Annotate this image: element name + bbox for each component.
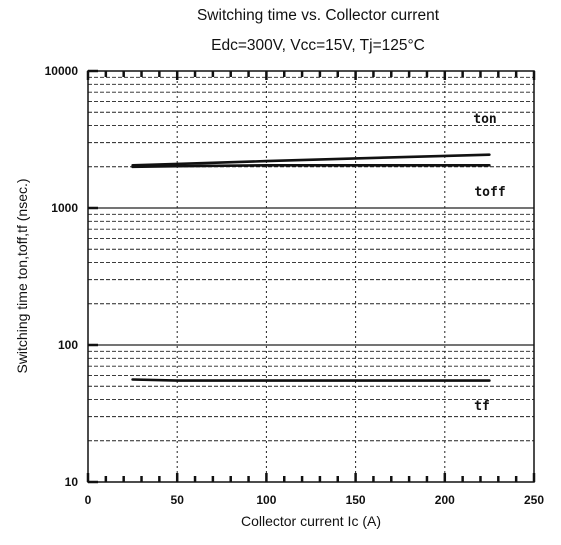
- series-labels: ton toff tf: [473, 112, 505, 414]
- y-axis-label: Switching time ton,toff,tf (nsec.): [14, 178, 30, 373]
- x-axis-label: Collector current Ic (A): [241, 513, 381, 529]
- x-tick-label: 0: [85, 493, 92, 507]
- x-tick-label: 200: [435, 493, 455, 507]
- y-tick-label: 10000: [45, 64, 79, 78]
- x-tick-label: 50: [171, 493, 185, 507]
- y-tick-label: 1000: [51, 201, 78, 215]
- series-label-toff: toff: [474, 185, 505, 200]
- y-tick-label: 10: [65, 475, 79, 489]
- plot-area: [87, 70, 535, 483]
- series-line-toff: [131, 164, 491, 169]
- series-line-ton: [131, 153, 491, 167]
- x-tick-label: 100: [256, 493, 276, 507]
- chart-title: Switching time vs. Collector current: [197, 7, 440, 24]
- series-lines: [131, 153, 491, 382]
- x-axis: 0 50 100 150 200 250: [85, 71, 544, 507]
- y-axis: 10 100 1000 10000: [45, 64, 98, 489]
- chart-subtitle: Edc=300V, Vcc=15V, Tj=125°C: [211, 37, 425, 54]
- series-line-tf: [131, 378, 491, 382]
- x-tick-label: 150: [346, 493, 366, 507]
- grid: [88, 71, 534, 482]
- x-tick-label: 250: [524, 493, 544, 507]
- series-label-ton: ton: [473, 112, 496, 127]
- series-label-tf: tf: [474, 399, 490, 414]
- y-tick-label: 100: [58, 338, 78, 352]
